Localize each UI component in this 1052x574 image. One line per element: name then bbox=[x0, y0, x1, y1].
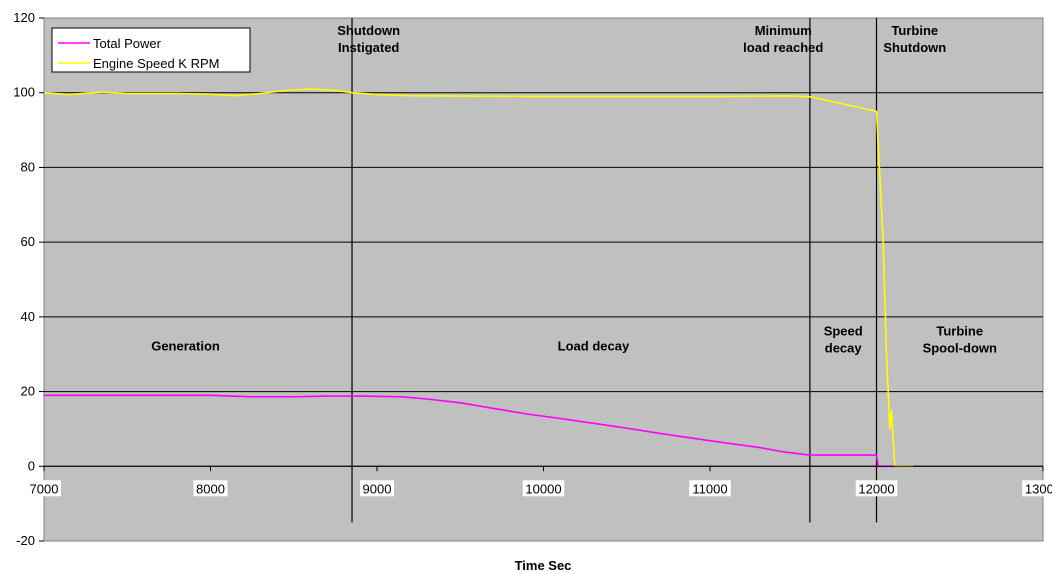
x-tick-label: 12000 bbox=[858, 481, 894, 496]
x-tick-label-bg bbox=[1022, 480, 1052, 497]
x-tick-label-bg bbox=[193, 480, 228, 497]
legend: Total Power Engine Speed K RPM bbox=[51, 27, 251, 73]
y-tick-label: -20 bbox=[16, 533, 35, 548]
event-lines bbox=[351, 18, 878, 523]
legend-label: Total Power bbox=[93, 36, 162, 51]
annotation-label: Turbine bbox=[891, 23, 938, 38]
x-axis: 7000 8000 9000 10000 11000 12000 13000 bbox=[27, 465, 1052, 497]
annotation-label: decay bbox=[825, 341, 863, 356]
y-tick-label: 0 bbox=[28, 458, 35, 473]
annotations: Shutdown Instigated Minimum load reached Tur… bbox=[151, 23, 997, 356]
x-tick-label-bg bbox=[689, 480, 731, 497]
x-tick-label-bg bbox=[27, 480, 61, 497]
y-tick-label: 20 bbox=[21, 384, 35, 399]
y-tick-label: 60 bbox=[21, 234, 35, 249]
legend-label: Engine Speed K RPM bbox=[93, 56, 219, 71]
y-tick-label: 120 bbox=[13, 10, 35, 25]
annotation-label: Turbine bbox=[936, 324, 983, 339]
x-tick-label: 7000 bbox=[30, 481, 59, 496]
annotation-label: Instigated bbox=[338, 40, 399, 55]
annotation-label: Shutdown bbox=[337, 23, 400, 38]
annotation-label: load reached bbox=[743, 40, 823, 55]
series-lines bbox=[43, 88, 914, 468]
legend-box bbox=[51, 27, 251, 73]
x-tick-label: 9000 bbox=[363, 481, 392, 496]
x-tick-label: 10000 bbox=[525, 481, 561, 496]
series-line-total-power bbox=[44, 394, 910, 468]
x-tick-label-bg bbox=[855, 480, 898, 497]
y-axis: -20 0 20 40 60 80 100 120 bbox=[13, 10, 44, 548]
y-tick-label: 80 bbox=[21, 159, 35, 174]
x-tick-label: 13000 bbox=[1025, 481, 1052, 496]
annotation-label: Spool-down bbox=[923, 341, 997, 356]
annotation-label: Load decay bbox=[558, 338, 630, 353]
annotation-label: Speed bbox=[824, 324, 863, 339]
annotation-label: Generation bbox=[151, 338, 220, 353]
x-axis-title: Time Sec bbox=[515, 558, 572, 573]
series-line-engine-speed bbox=[43, 88, 914, 468]
annotation-label: Minimum bbox=[755, 23, 812, 38]
y-tick-label: 100 bbox=[13, 85, 35, 100]
y-tick-label: 40 bbox=[21, 309, 35, 324]
x-tick-label: 11000 bbox=[692, 481, 727, 496]
x-tick-label: 8000 bbox=[196, 481, 225, 496]
x-tick-label-bg bbox=[522, 480, 565, 497]
annotation-label: Shutdown bbox=[883, 40, 946, 55]
x-tick-label-bg bbox=[360, 480, 394, 497]
